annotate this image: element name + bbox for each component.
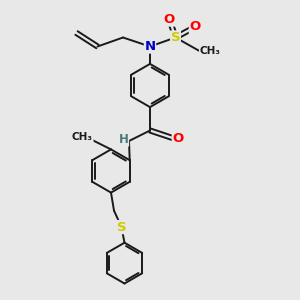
- Text: CH₃: CH₃: [200, 46, 220, 56]
- Text: O: O: [164, 13, 175, 26]
- Text: O: O: [172, 131, 184, 145]
- Text: H: H: [119, 133, 128, 146]
- Text: CH₃: CH₃: [72, 132, 93, 142]
- Text: S: S: [117, 220, 126, 234]
- Text: N: N: [144, 40, 156, 53]
- Text: S: S: [171, 31, 180, 44]
- Text: O: O: [189, 20, 201, 34]
